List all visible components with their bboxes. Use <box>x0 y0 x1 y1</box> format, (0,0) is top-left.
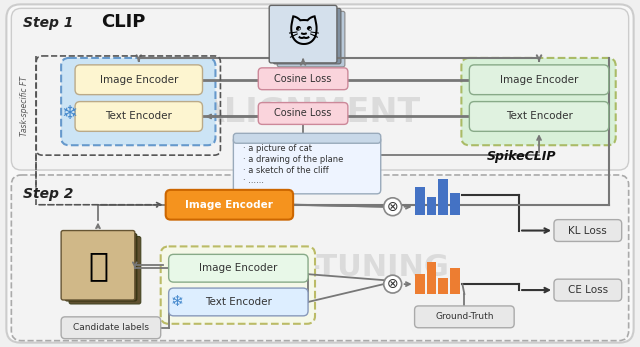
Text: 🐱: 🐱 <box>287 19 319 49</box>
Text: KL Loss: KL Loss <box>568 226 607 236</box>
FancyBboxPatch shape <box>277 11 345 67</box>
Bar <box>426 262 436 294</box>
FancyBboxPatch shape <box>61 58 216 145</box>
Text: ⊗: ⊗ <box>387 200 399 214</box>
FancyBboxPatch shape <box>469 102 609 132</box>
FancyBboxPatch shape <box>6 5 634 342</box>
Text: Text Encoder: Text Encoder <box>106 111 172 121</box>
Text: Image Encoder: Image Encoder <box>199 263 278 273</box>
Bar <box>415 187 424 215</box>
FancyBboxPatch shape <box>12 8 628 170</box>
Text: Step 2: Step 2 <box>23 187 74 201</box>
Text: Image Encoder: Image Encoder <box>100 75 178 85</box>
FancyBboxPatch shape <box>554 220 621 242</box>
Text: Ground-Truth: Ground-Truth <box>435 312 493 321</box>
FancyBboxPatch shape <box>75 65 202 95</box>
FancyBboxPatch shape <box>166 190 293 220</box>
FancyBboxPatch shape <box>75 102 202 132</box>
Text: FINE-TUNING: FINE-TUNING <box>230 253 449 282</box>
Text: Cosine Loss: Cosine Loss <box>275 109 332 118</box>
FancyBboxPatch shape <box>61 317 161 339</box>
FancyBboxPatch shape <box>461 58 616 145</box>
Bar <box>438 278 449 294</box>
Text: Step 1: Step 1 <box>23 16 74 30</box>
Text: · ......: · ...... <box>243 176 264 185</box>
Text: ALIGNMENT: ALIGNMENT <box>199 96 421 129</box>
Text: Candidate labels: Candidate labels <box>73 323 149 332</box>
FancyBboxPatch shape <box>259 103 348 124</box>
Text: Cosine Loss: Cosine Loss <box>275 74 332 84</box>
Text: Text Encoder: Text Encoder <box>506 111 573 121</box>
Text: CLIP: CLIP <box>101 13 145 31</box>
Bar <box>438 179 449 215</box>
Text: SpikeCLIP: SpikeCLIP <box>487 150 557 163</box>
Text: 🐕: 🐕 <box>88 249 108 282</box>
FancyBboxPatch shape <box>554 279 621 301</box>
Text: CE Loss: CE Loss <box>568 285 608 295</box>
Text: Image Encoder: Image Encoder <box>186 200 273 210</box>
Circle shape <box>384 275 402 293</box>
FancyBboxPatch shape <box>273 8 341 64</box>
FancyBboxPatch shape <box>234 133 381 143</box>
FancyBboxPatch shape <box>65 234 137 301</box>
FancyBboxPatch shape <box>469 65 609 95</box>
Text: ❄: ❄ <box>170 295 183 310</box>
Text: Text Encoder: Text Encoder <box>205 297 272 307</box>
Bar <box>426 197 436 215</box>
FancyBboxPatch shape <box>69 237 141 304</box>
Text: · a drawing of the plane: · a drawing of the plane <box>243 155 344 164</box>
Text: · a picture of cat: · a picture of cat <box>243 144 312 153</box>
FancyBboxPatch shape <box>415 306 514 328</box>
Text: · a sketch of the cliff: · a sketch of the cliff <box>243 166 329 175</box>
Bar <box>415 274 424 294</box>
FancyBboxPatch shape <box>169 254 308 282</box>
FancyBboxPatch shape <box>61 230 135 300</box>
FancyBboxPatch shape <box>161 246 315 324</box>
FancyBboxPatch shape <box>12 175 628 341</box>
Text: Task-specific FT: Task-specific FT <box>20 76 29 136</box>
FancyBboxPatch shape <box>169 288 308 316</box>
Text: Image Encoder: Image Encoder <box>500 75 578 85</box>
Bar <box>451 268 460 294</box>
Text: ❄: ❄ <box>61 104 77 123</box>
FancyBboxPatch shape <box>234 136 381 194</box>
Text: ⊗: ⊗ <box>387 277 399 291</box>
Bar <box>451 193 460 215</box>
FancyBboxPatch shape <box>269 5 337 63</box>
FancyBboxPatch shape <box>259 68 348 90</box>
Circle shape <box>384 198 402 215</box>
